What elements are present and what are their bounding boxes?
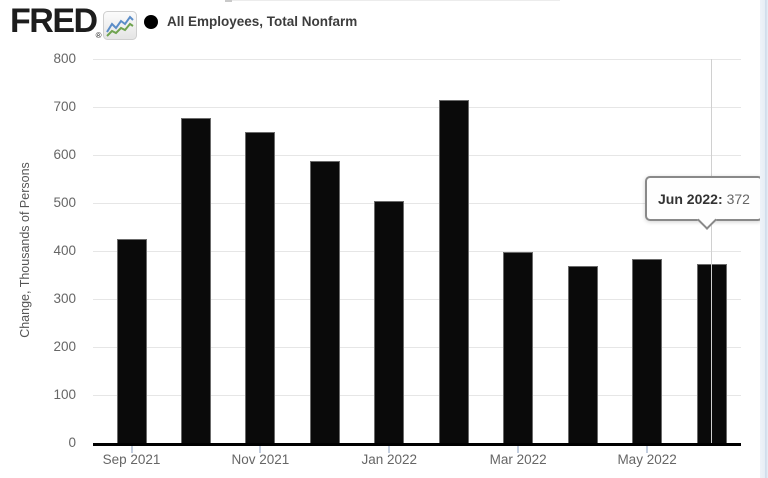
- tooltip-value: 372: [726, 190, 750, 207]
- x-tick-label-may-2022: May 2022: [617, 452, 677, 467]
- grid-line-400: [93, 250, 741, 252]
- chart-header: FRED® All Employees, Total Nonfarm: [0, 0, 768, 48]
- bar-dec-2021[interactable]: [309, 160, 340, 445]
- bar-sep-2021[interactable]: [116, 239, 147, 445]
- y-tick-label-100: 100: [53, 387, 76, 402]
- y-tick-label-500: 500: [53, 195, 76, 210]
- grid-line-700: [93, 106, 741, 108]
- grid-line-500: [93, 202, 741, 204]
- fred-logo-text: FRED: [10, 2, 98, 40]
- y-tick-label-700: 700: [53, 99, 76, 114]
- x-tick-label-mar-2022: Mar 2022: [489, 452, 547, 467]
- x-tick-mark-mar-2022: [517, 446, 520, 453]
- y-tick-label-300: 300: [53, 291, 76, 306]
- browser-crop-artifact-dash: [225, 0, 232, 2]
- bar-may-2022[interactable]: [632, 258, 663, 445]
- browser-crop-artifact-line: [230, 0, 560, 1]
- legend-marker-dot: [144, 14, 158, 29]
- fred-sparkline-icon: [103, 11, 137, 40]
- vertical-scrollbar[interactable]: [760, 0, 768, 478]
- x-tick-label-sep-2021: Sep 2021: [102, 452, 161, 467]
- y-tick-label-0: 0: [68, 435, 76, 450]
- grid-line-100: [93, 394, 741, 396]
- bar-nov-2021[interactable]: [245, 132, 276, 445]
- y-tick-label-600: 600: [53, 147, 76, 162]
- tooltip-pointer: [697, 210, 717, 230]
- bar-jan-2022[interactable]: [374, 201, 405, 445]
- bar-mar-2022[interactable]: [503, 251, 534, 445]
- tooltip: Jun 2022: 372: [645, 176, 763, 230]
- x-tick-label-jan-2022: Jan 2022: [361, 452, 418, 467]
- bar-oct-2021[interactable]: [180, 118, 211, 445]
- registered-mark: ®: [95, 31, 102, 40]
- bar-feb-2022[interactable]: [438, 100, 469, 445]
- x-tick-mark-may-2022: [646, 446, 649, 453]
- bar-apr-2022[interactable]: [567, 266, 598, 445]
- crosshair-line: [711, 59, 713, 443]
- y-tick-label-800: 800: [53, 51, 76, 66]
- grid-line-800: [93, 58, 741, 60]
- x-tick-mark-jan-2022: [388, 446, 391, 453]
- x-axis-line: [93, 443, 741, 446]
- grid-line-600: [93, 154, 741, 156]
- grid-line-300: [93, 298, 741, 300]
- y-tick-label-400: 400: [53, 243, 76, 258]
- tooltip-date-label: Jun 2022:: [658, 190, 723, 207]
- y-tick-label-200: 200: [53, 339, 76, 354]
- grid-line-200: [93, 346, 741, 348]
- x-tick-mark-sep-2021: [130, 446, 133, 453]
- x-tick-mark-nov-2021: [259, 446, 262, 453]
- legend-label: All Employees, Total Nonfarm: [167, 14, 358, 29]
- x-tick-label-nov-2021: Nov 2021: [231, 452, 290, 467]
- fred-logo[interactable]: FRED®: [10, 2, 102, 41]
- legend-item[interactable]: All Employees, Total Nonfarm: [144, 14, 357, 29]
